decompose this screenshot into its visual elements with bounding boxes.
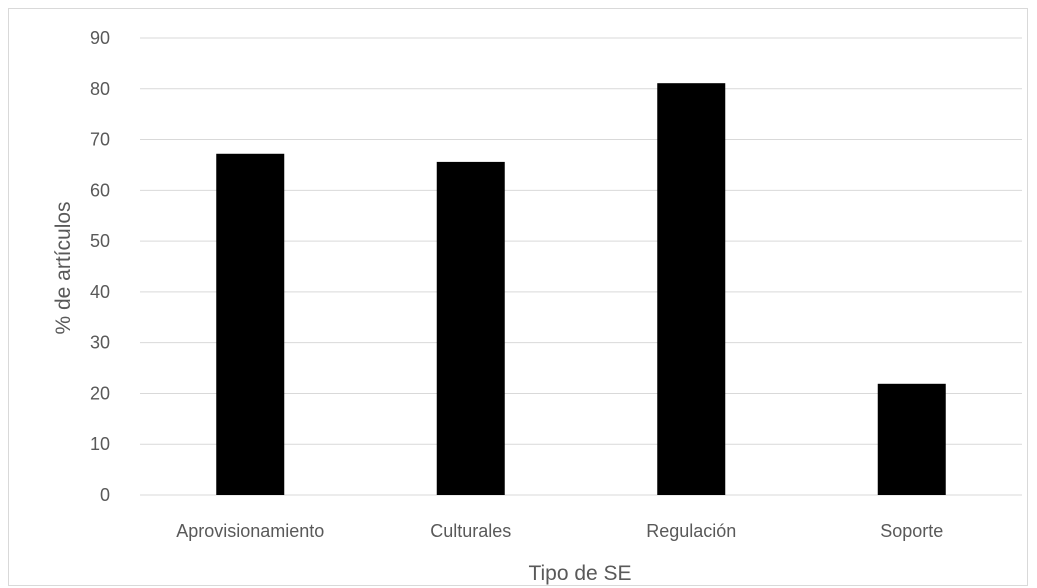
y-tick-label: 10 (90, 434, 110, 454)
bar-aprovisionamiento (216, 153, 285, 496)
y-tick-label: 20 (90, 383, 110, 403)
y-tick-label: 0 (100, 485, 110, 505)
chart-frame (8, 8, 1028, 586)
bars (216, 83, 946, 496)
y-tick-label: 70 (90, 130, 110, 150)
bar-culturales (436, 161, 505, 496)
y-tick-label: 50 (90, 231, 110, 251)
y-tick-label: 40 (90, 282, 110, 302)
y-tick-label: 30 (90, 333, 110, 353)
x-tick-label: Culturales (430, 521, 511, 541)
x-axis-title: Tipo de SE (528, 562, 631, 585)
x-tick-label: Soporte (880, 521, 943, 541)
x-tick-label: Aprovisionamiento (176, 521, 324, 541)
bar-soporte (877, 383, 946, 495)
y-tick-label: 60 (90, 180, 110, 200)
y-axis-title: % de artículos (52, 201, 75, 334)
bar-regulación (657, 83, 726, 495)
y-tick-label: 80 (90, 79, 110, 99)
x-tick-label: Regulación (646, 521, 736, 541)
y-axis-ticks: 0 10 20 30 40 50 60 70 80 90 (90, 28, 110, 505)
gridlines (140, 37, 1022, 496)
x-axis-ticks: Aprovisionamiento Culturales Regulación Sop… (176, 521, 943, 541)
y-tick-label: 90 (90, 28, 110, 48)
